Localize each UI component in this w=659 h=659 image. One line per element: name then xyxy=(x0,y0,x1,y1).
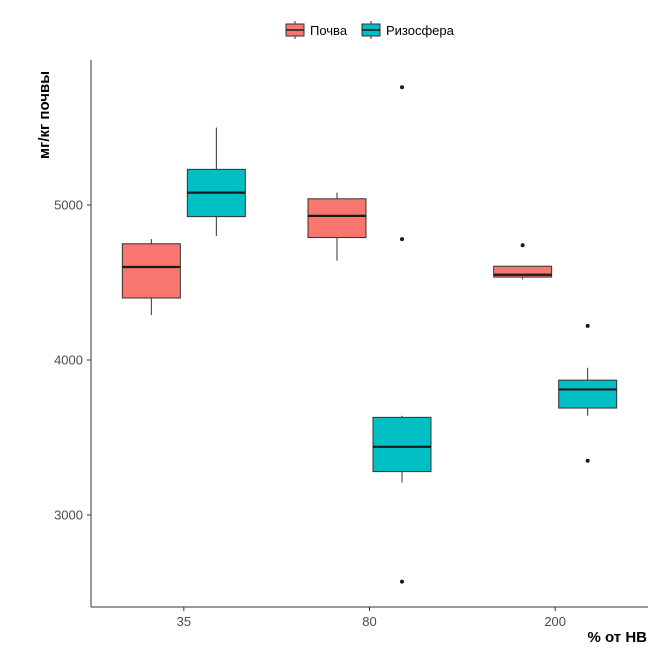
legend-item: Почва xyxy=(285,21,348,39)
outlier-point xyxy=(585,458,590,463)
box-Ризосфера-80 xyxy=(372,85,432,584)
outlier-point xyxy=(585,323,590,328)
box-body xyxy=(493,265,553,278)
x-tick-label: 35 xyxy=(177,614,191,629)
box-body xyxy=(121,243,181,299)
box-Почва-200 xyxy=(493,243,553,280)
outlier-point xyxy=(400,85,404,90)
axes: 3000 4000 5000 35 80 200 xyxy=(54,60,648,629)
outlier-point xyxy=(400,237,404,242)
outlier-point xyxy=(520,243,525,248)
outlier-point xyxy=(400,579,404,584)
box-Ризосфера-35 xyxy=(186,127,246,236)
box-Ризосфера-200 xyxy=(558,323,618,463)
legend-label: Почва xyxy=(310,23,348,38)
box-body xyxy=(558,379,618,409)
x-tick-label: 200 xyxy=(544,614,566,629)
box-body xyxy=(372,416,432,473)
plot-area xyxy=(121,85,618,584)
legend-item: Ризосфера xyxy=(361,21,455,39)
legend-label: Ризосфера xyxy=(386,23,455,38)
y-axis-title: мг/кг почвы xyxy=(36,71,53,159)
box-Почва-35 xyxy=(121,239,181,316)
box-body xyxy=(307,198,367,239)
y-tick-label: 3000 xyxy=(54,508,83,523)
y-tick-label: 5000 xyxy=(54,198,83,213)
x-tick-label: 80 xyxy=(362,614,376,629)
y-tick-label: 4000 xyxy=(54,353,83,368)
box-Почва-80 xyxy=(307,192,367,261)
legend: Почва Ризосфера xyxy=(285,21,455,39)
x-axis-title: % от НВ xyxy=(588,629,648,646)
